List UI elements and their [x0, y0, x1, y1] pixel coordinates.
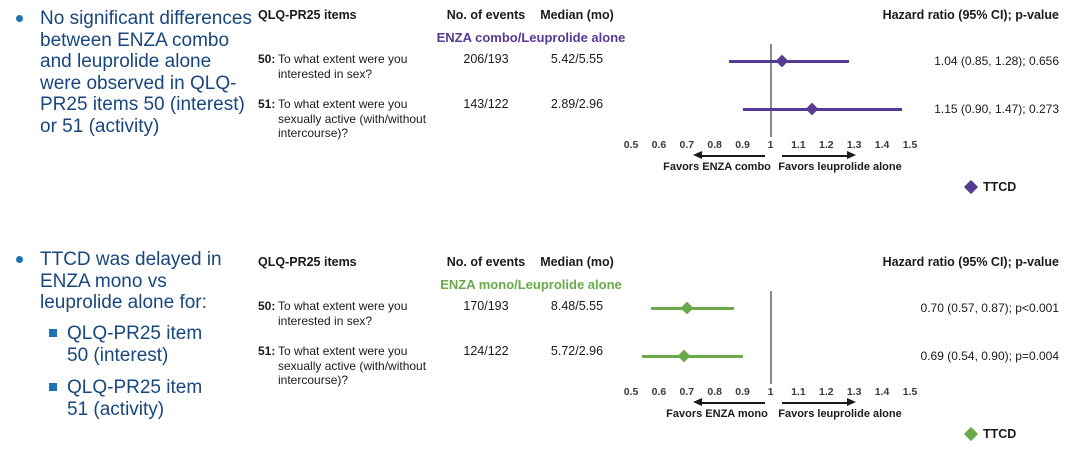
x-axis-tick-label: 1.1: [791, 386, 806, 398]
favors-left-label: Favors ENZA mono: [666, 408, 768, 420]
x-axis-tick-label: 1.4: [874, 386, 890, 398]
x-axis-tick-label: 0.8: [707, 386, 722, 398]
favors-left-arrow-icon: [693, 152, 765, 159]
sub-bullet-text: QLQ-PR25 item 50 (interest): [67, 323, 203, 366]
x-axis-tick-label: 1.4: [874, 139, 890, 151]
square-bullet-icon: [49, 383, 57, 391]
item-question: To what extent were you sexually active …: [278, 97, 427, 140]
square-bullet-icon: [49, 329, 57, 337]
item-label-51: 51: To what extent were you sexually acti…: [258, 97, 448, 141]
item-label-50: 50: To what extent were you interested in…: [258, 299, 448, 328]
hazard-ratio-diamond: [677, 349, 691, 363]
hazard-ratio-diamond: [680, 301, 694, 315]
diamond-icon: [963, 426, 979, 442]
x-axis-tick-label: 0.5: [623, 386, 639, 398]
column-header-hazard-ratio: Hazard ratio (95% CI); p-value: [882, 255, 1059, 269]
forest-plot-layer: 0.5 0.6 0.7 0.8 0.9 1 1.1 1.2 1.3 1.4 1.5: [0, 255, 1080, 460]
hazard-ratio-value: 0.69 (0.54, 0.90); p=0.004: [920, 349, 1059, 363]
x-axis-tick-label: 1: [767, 386, 774, 398]
column-header-events: No. of events: [446, 255, 526, 269]
x-axis-tick-label: 0.7: [679, 139, 695, 151]
bullet-dot-icon: [16, 15, 23, 22]
sub-bullet-text: QLQ-PR25 item 51 (activity): [67, 377, 203, 420]
legend-label: TTCD: [983, 427, 1017, 441]
x-axis-tick-label: 0.6: [651, 139, 667, 151]
column-header-items: QLQ-PR25 items: [258, 8, 357, 22]
x-axis-tick-label: 0.8: [707, 139, 722, 151]
confidence-interval-line: [728, 59, 849, 63]
x-axis-tick-label: 1.1: [791, 139, 806, 151]
item-number: 50:: [258, 52, 276, 66]
x-axis-tick-label: 0.7: [679, 386, 695, 398]
column-header-hazard-ratio: Hazard ratio (95% CI); p-value: [882, 8, 1059, 22]
x-axis-tick-label: 1.5: [902, 386, 918, 398]
bullet-text: No significant differences between ENZA …: [40, 8, 252, 137]
diamond-icon: [963, 179, 979, 195]
bullet-point-1: No significant differences between ENZA …: [16, 8, 253, 137]
legend-label: TTCD: [983, 180, 1017, 194]
events-value: 143/122: [463, 97, 509, 111]
item-label-50: 50: To what extent were you interested in…: [258, 52, 448, 81]
favors-left-arrow-icon: [693, 399, 765, 406]
panel-subtitle: ENZA combo/Leuprolide alone: [436, 30, 626, 45]
x-axis-tick-label: 1.3: [846, 139, 862, 151]
item-number: 51:: [258, 97, 276, 111]
sub-bullet-1: QLQ-PR25 item 50 (interest): [49, 323, 219, 366]
hazard-ratio-diamond: [805, 102, 819, 116]
hazard-ratio-value: 0.70 (0.57, 0.87); p<0.001: [920, 301, 1059, 315]
hazard-ratio-value: 1.04 (0.85, 1.28); 0.656: [934, 54, 1059, 68]
forest-panel-enza-mono: QLQ-PR25 items No. of events Median (mo)…: [0, 255, 1080, 460]
legend: TTCD: [963, 426, 1017, 442]
favors-right-label: Favors leuprolide alone: [778, 408, 902, 420]
bullet-point-2: TTCD was delayed in ENZA mono vs leuprol…: [16, 249, 253, 314]
median-value: 2.89/2.96: [550, 97, 604, 111]
confidence-interval-line: [742, 107, 902, 111]
favors-left-label: Favors ENZA combo: [663, 161, 771, 173]
reference-line: [770, 291, 772, 384]
sub-bullet-2: QLQ-PR25 item 51 (activity): [49, 377, 219, 420]
favors-right-arrow-icon: [782, 399, 856, 406]
x-axis-tick-label: 0.6: [651, 386, 667, 398]
item-label-51: 51: To what extent were you sexually acti…: [258, 344, 448, 388]
confidence-interval-line: [642, 354, 743, 358]
column-header-median: Median (mo): [540, 8, 614, 22]
column-header-median: Median (mo): [540, 255, 614, 269]
forest-plot-layer: 0.5 0.6 0.7 0.8 0.9 1 1.1 1.2 1.3 1.4 1.5: [0, 8, 1080, 213]
item-number: 50:: [258, 299, 276, 313]
column-header-items: QLQ-PR25 items: [258, 255, 357, 269]
bullet-text: TTCD was delayed in ENZA mono vs leuprol…: [40, 249, 222, 313]
x-axis-tick-label: 1: [767, 139, 774, 151]
events-value: 206/193: [463, 52, 509, 66]
item-question: To what extent were you interested in se…: [278, 52, 408, 81]
x-axis-tick-label: 0.9: [735, 386, 750, 398]
reference-line: [770, 44, 772, 137]
panel-subtitle: ENZA mono/Leuprolide alone: [440, 277, 622, 292]
item-question: To what extent were you sexually active …: [278, 344, 427, 387]
hazard-ratio-diamond: [775, 54, 789, 68]
forest-panel-enza-combo: QLQ-PR25 items No. of events Median (mo)…: [0, 8, 1080, 213]
favors-right-label: Favors leuprolide alone: [778, 161, 902, 173]
x-axis-tick-label: 1.3: [846, 386, 862, 398]
x-axis-tick-label: 1.2: [818, 139, 834, 151]
events-value: 124/122: [463, 344, 509, 358]
x-axis-tick-label: 0.9: [735, 139, 750, 151]
events-value: 170/193: [463, 299, 509, 313]
item-number: 51:: [258, 344, 276, 358]
item-question: To what extent were you interested in se…: [278, 299, 408, 328]
column-header-events: No. of events: [446, 8, 526, 22]
median-value: 8.48/5.55: [550, 299, 604, 313]
favors-right-arrow-icon: [782, 152, 856, 159]
bullet-dot-icon: [16, 256, 23, 263]
median-value: 5.42/5.55: [550, 52, 604, 66]
median-value: 5.72/2.96: [550, 344, 604, 358]
legend: TTCD: [963, 179, 1017, 195]
hazard-ratio-value: 1.15 (0.90, 1.47); 0.273: [934, 102, 1059, 116]
x-axis-tick-label: 0.5: [623, 139, 639, 151]
x-axis-tick-label: 1.2: [818, 386, 834, 398]
x-axis-tick-label: 1.5: [902, 139, 918, 151]
